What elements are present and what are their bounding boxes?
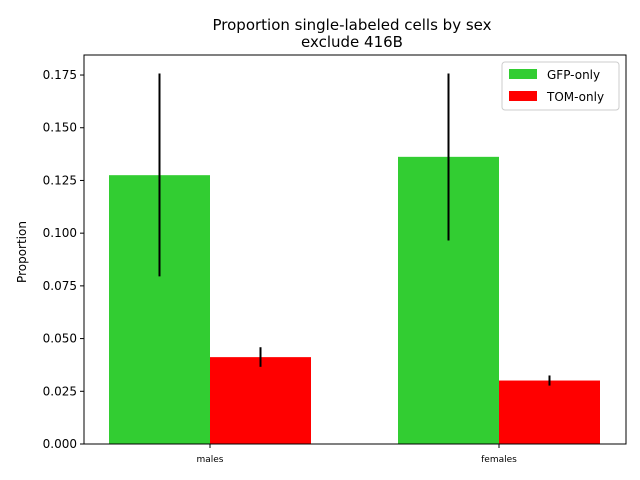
y-tick-label: 0.000 bbox=[43, 437, 77, 451]
bars-layer bbox=[109, 156, 600, 445]
y-tick-label: 0.125 bbox=[43, 173, 77, 187]
y-tick-label: 0.025 bbox=[43, 384, 77, 398]
legend-label-tom-only: TOM-only bbox=[546, 90, 604, 104]
chart-title-line-1: Proportion single-labeled cells by sex bbox=[213, 16, 492, 34]
y-tick-label: 0.150 bbox=[43, 121, 77, 135]
legend-swatch-tom-only bbox=[509, 91, 537, 101]
y-tick-label: 0.175 bbox=[43, 68, 77, 82]
errorbar-layer bbox=[158, 73, 551, 386]
axes-layer: 0.000 0.025 0.050 0.075 0.100 0.125 0.150 0.175… bbox=[43, 54, 627, 465]
y-axis-label: Proportion bbox=[15, 221, 29, 283]
y-tick-label: 0.050 bbox=[43, 332, 77, 346]
y-tick-label: 0.075 bbox=[43, 279, 77, 293]
x-tick-label-males: males bbox=[196, 455, 223, 465]
legend-label-gfp-only: GFP-only bbox=[547, 68, 600, 82]
x-tick-label-females: females bbox=[481, 455, 517, 465]
bar-tom-only-females bbox=[499, 380, 600, 444]
bar-tom-only-males bbox=[210, 357, 311, 444]
y-tick-label: 0.100 bbox=[43, 226, 77, 240]
legend-swatch-gfp-only bbox=[509, 69, 537, 79]
chart-title-line-2: exclude 416B bbox=[301, 33, 403, 51]
legend: GFP-only TOM-only bbox=[501, 61, 620, 111]
plot-frame bbox=[83, 54, 627, 445]
